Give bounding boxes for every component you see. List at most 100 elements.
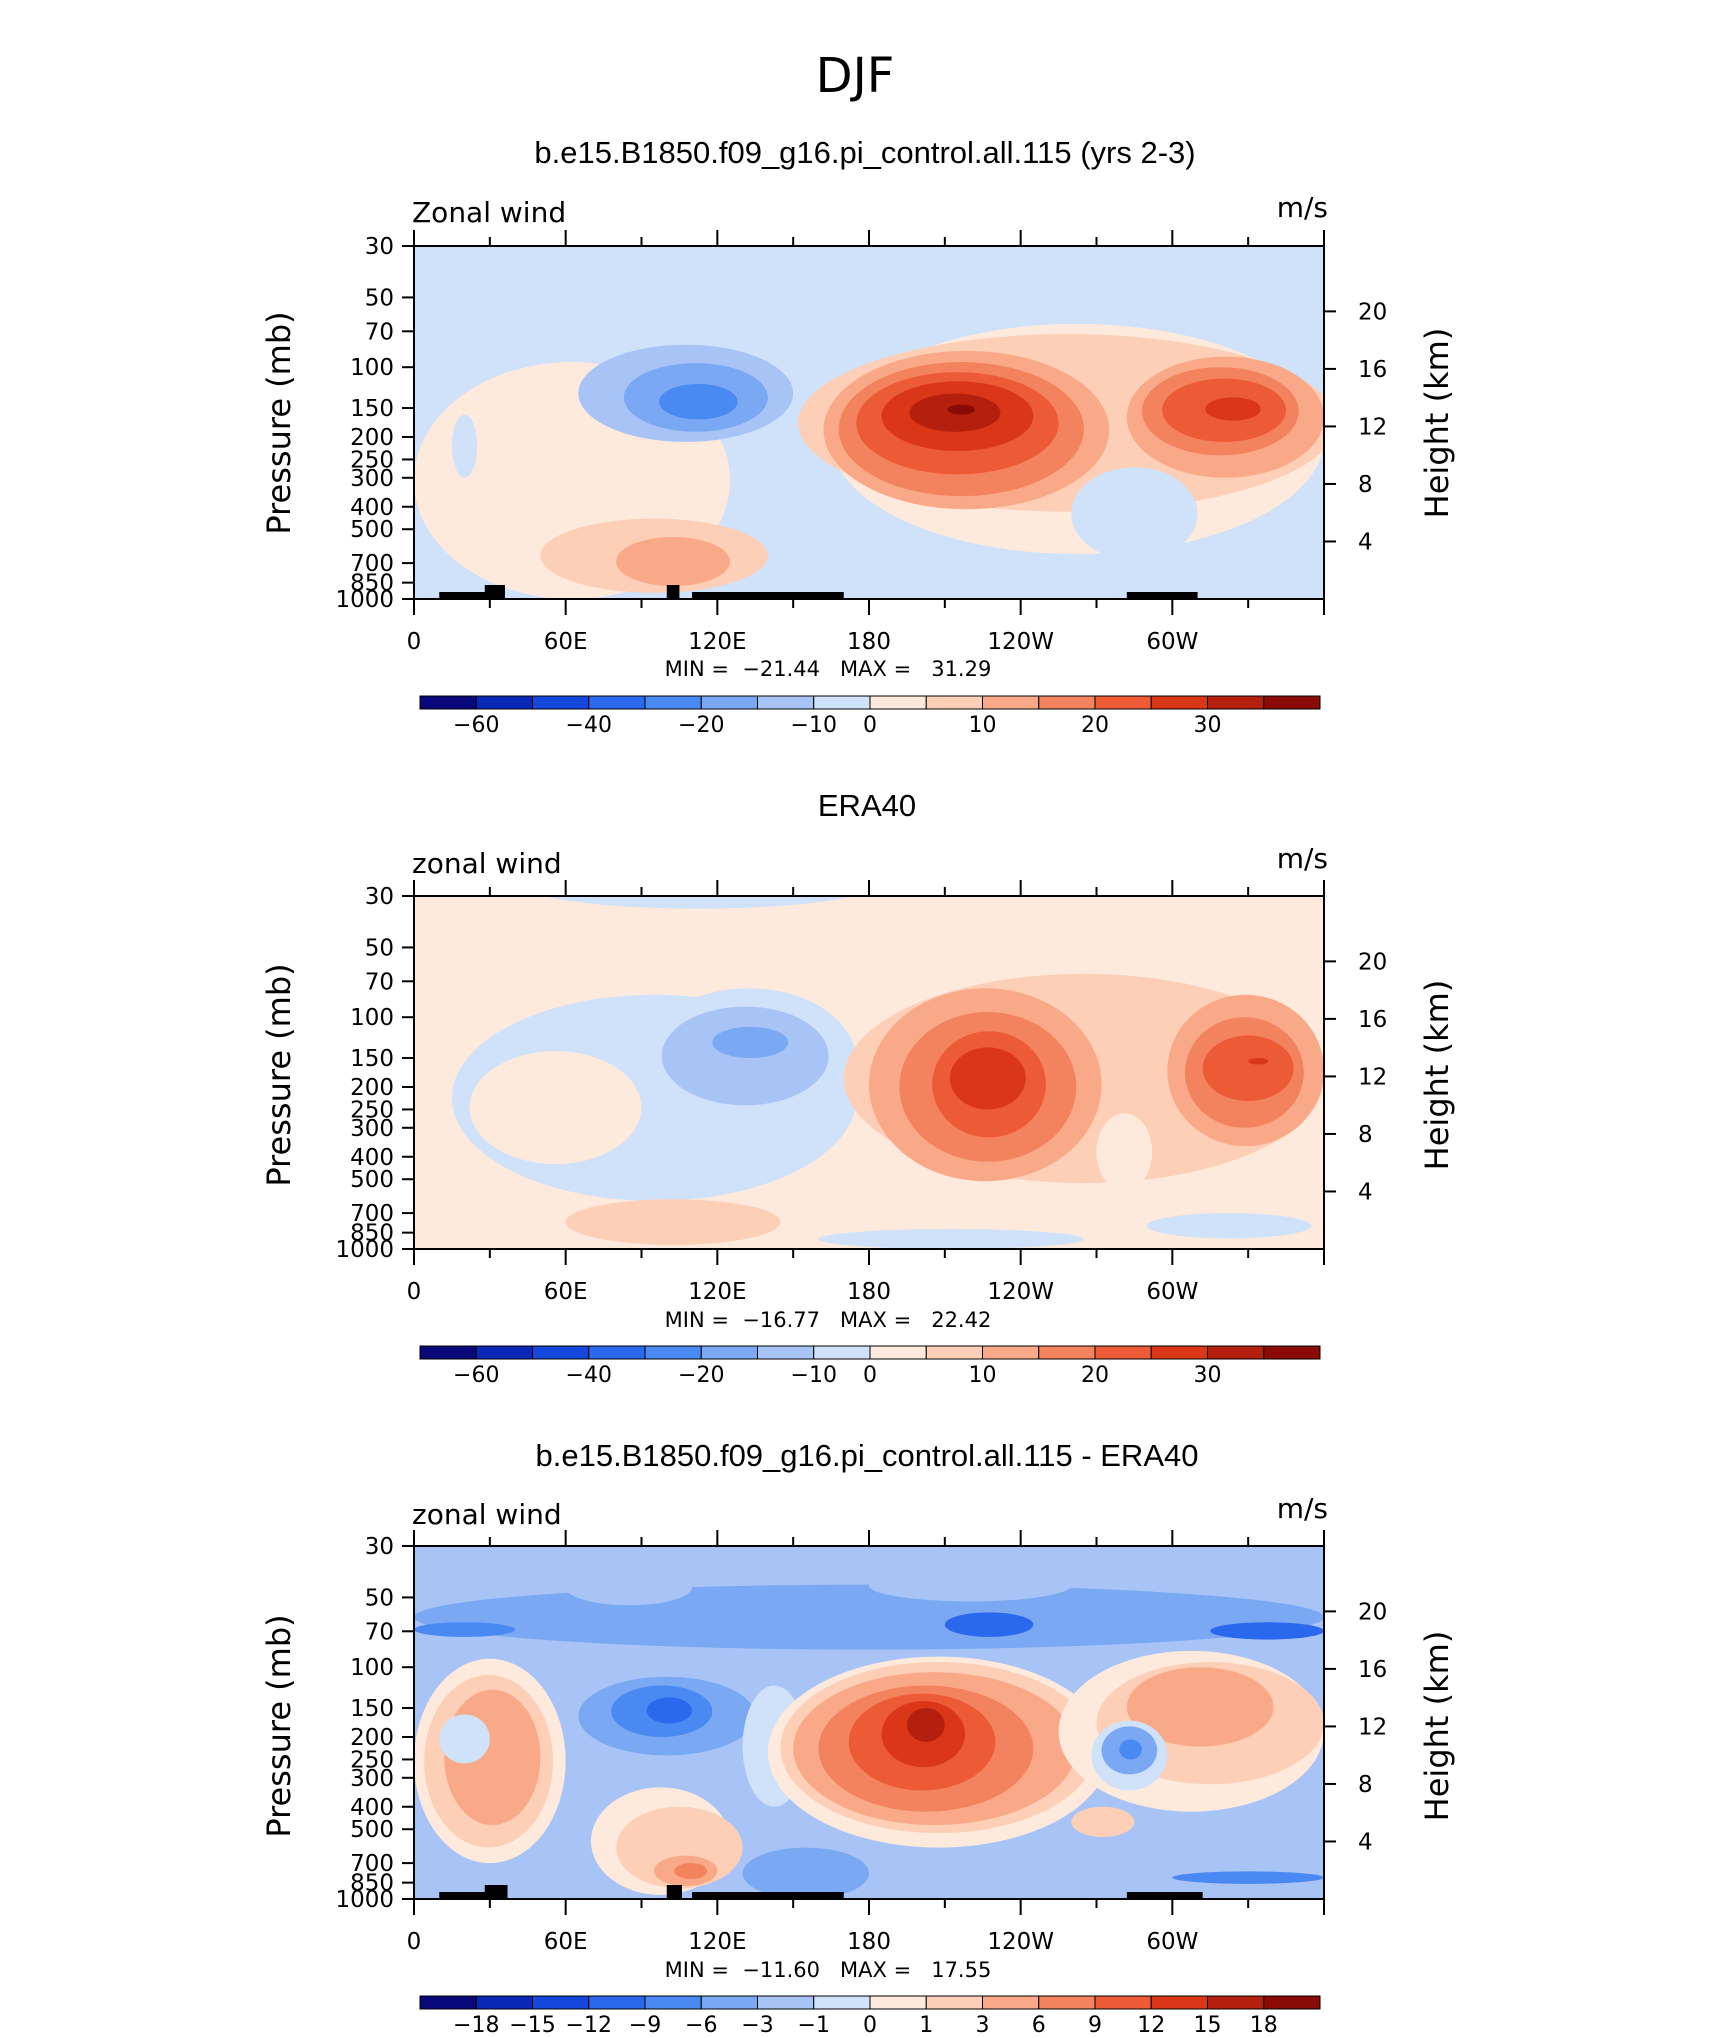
y-right-tick-label: 12 [1358,1064,1387,1090]
colorbar-label: −12 [566,2013,612,2038]
colorbar-swatch [419,1345,477,1360]
colorbar-label: 30 [1194,1363,1222,1388]
y-tick-label: 150 [350,1046,394,1072]
topography-mask [692,1892,844,1899]
units-label: m/s [1277,1492,1328,1525]
y-tick-label: 850 [350,1871,394,1897]
y-tick-label: 300 [350,466,394,492]
colorbar-swatch [1263,695,1321,710]
contour-region [818,1229,1084,1249]
contour-region [712,1026,789,1059]
colorbar-swatch [1038,1345,1096,1360]
y-axis-title: Pressure (mb) [260,1614,298,1837]
colorbar-swatch [419,695,477,710]
colorbar-swatch [1094,1345,1152,1360]
x-tick-label: 120E [688,1929,746,1955]
units-label: m/s [1277,842,1328,875]
contour-plot: 3050701001502002503004005007008501000481… [335,230,1387,655]
colorbar-swatch [532,1995,590,2010]
colorbar: −60 −40 −20 −10 0 10 20 30 [419,1345,1321,1388]
topography-mask [1126,1892,1203,1899]
colorbar-swatch [475,1345,533,1360]
contour-region [674,1863,708,1880]
colorbar-label: −20 [678,1363,724,1388]
contour-region [1126,1667,1274,1747]
contour-plot: 3050701001502002503004005007008501000481… [335,880,1387,1305]
contour-region [1205,397,1261,421]
colorbar-label: −60 [453,1363,499,1388]
y-tick-label: 200 [350,1075,394,1101]
colorbar-label: 9 [1088,2013,1102,2038]
topography-mask [666,585,680,599]
variable-label: zonal wind [412,1498,562,1531]
y-tick-label: 850 [350,571,394,597]
y-right-tick-label: 8 [1358,1122,1373,1148]
colorbar-swatch [813,1995,871,2010]
contour-region [881,563,1122,592]
y-tick-label: 700 [350,1851,394,1877]
variable-label: Zonal wind [412,196,566,229]
x-tick-label: 60W [1146,629,1198,655]
colorbar-label: 10 [969,713,997,738]
colorbar-label: 0 [863,713,877,738]
colorbar-swatch [1207,695,1265,710]
contour-region [1147,1213,1312,1239]
colorbar-swatch [757,1995,815,2010]
units-label: m/s [1277,191,1328,224]
colorbar-label: −60 [453,713,499,738]
x-tick-label: 120W [987,629,1054,655]
colorbar-label: −18 [453,2013,499,2038]
colorbar-swatch [1094,695,1152,710]
topography-mask [666,1885,682,1899]
colorbar-swatch [869,1995,927,2010]
x-tick-label: 120W [987,1279,1054,1305]
contour-region [1071,1806,1135,1837]
y-tick-label: 400 [350,1145,394,1171]
y-right-tick-label: 20 [1358,1599,1387,1625]
colorbar-label: 15 [1194,2013,1222,2038]
contour-region [659,383,738,420]
x-tick-label: 180 [847,629,891,655]
y-right-tick-label: 16 [1358,357,1387,383]
x-tick-label: 60W [1146,1929,1198,1955]
colorbar-swatch [757,695,815,710]
y-tick-label: 70 [365,319,394,345]
contour-region [944,1612,1034,1637]
colorbar-swatch [700,1345,758,1360]
contour-region [1202,1035,1294,1102]
colorbar-label: 20 [1081,713,1109,738]
y-tick-label: 850 [350,1221,394,1247]
contour-region [646,1697,693,1724]
colorbar-label: −3 [741,2013,773,2038]
y-tick-label: 50 [365,285,394,311]
y-tick-label: 400 [350,495,394,521]
y-right-tick-label: 12 [1358,414,1387,440]
colorbar-swatch [1207,1995,1265,2010]
y-right-tick-label: 20 [1358,299,1387,325]
colorbar-swatch [982,1345,1040,1360]
contour-region [947,404,976,415]
colorbar-label: −9 [629,2013,661,2038]
contour-region [414,1649,1324,1664]
colorbar-swatch [532,695,590,710]
x-tick-label: 0 [407,1279,422,1305]
y-tick-label: 100 [350,1005,394,1031]
x-tick-label: 120E [688,629,746,655]
y-tick-label: 300 [350,1766,394,1792]
y-tick-label: 250 [350,1747,394,1773]
colorbar-swatch [1094,1995,1152,2010]
y-right-tick-label: 12 [1358,1714,1387,1740]
x-tick-label: 0 [407,629,422,655]
panel-era40: ERA40 zonal wind m/s Pressure (mb) Heigh… [260,788,1456,1388]
colorbar-label: −1 [798,2013,830,2038]
topography-mask [484,585,505,599]
colorbar-swatch [588,1345,646,1360]
y-tick-label: 50 [365,935,394,961]
y-right-tick-label: 4 [1358,1179,1373,1205]
contour-region [1172,1871,1324,1884]
colorbar-swatch [700,1995,758,2010]
y-tick-label: 30 [365,234,394,260]
colorbar-swatch [1038,695,1096,710]
panel-title: b.e15.B1850.f09_g16.pi_control.all.115 -… [536,1438,1199,1473]
stats-line: MIN = −11.60 MAX = 17.55 [665,1958,992,1982]
